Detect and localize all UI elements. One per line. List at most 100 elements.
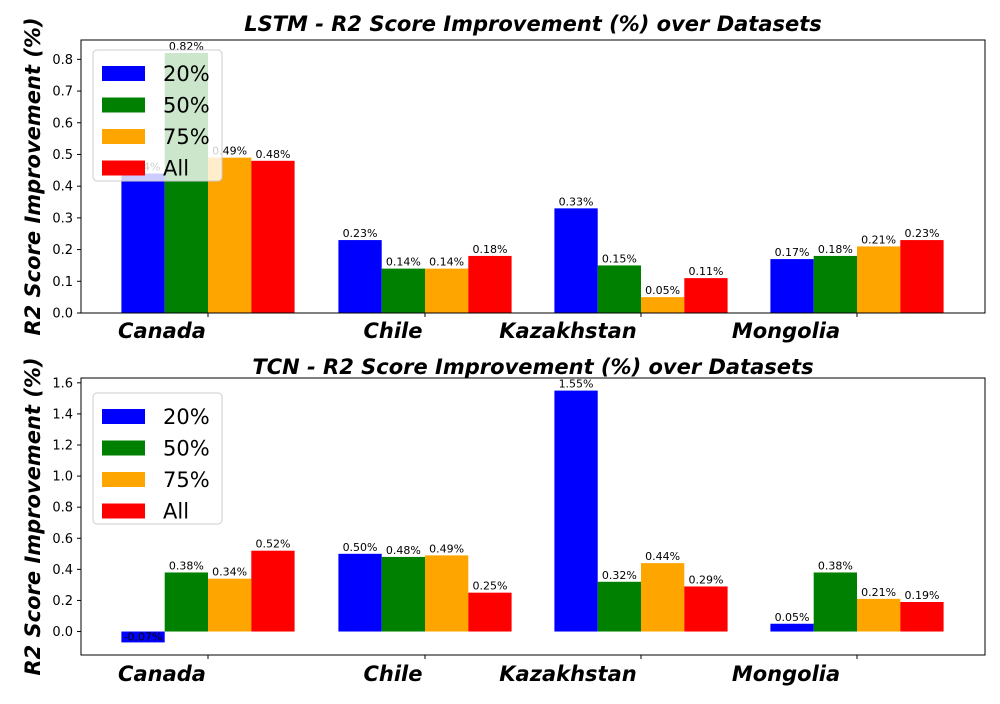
- data-label: 0.34%: [212, 566, 247, 579]
- y-tick-label: 0.6: [52, 532, 73, 547]
- x-category-label: Mongolia: [732, 319, 840, 343]
- data-label: 0.48%: [255, 148, 290, 161]
- x-category-label: Mongolia: [732, 662, 840, 686]
- bar: [857, 598, 901, 632]
- x-category-label: Chile: [363, 662, 422, 686]
- bar: [425, 268, 469, 313]
- legend-box: [92, 392, 223, 525]
- bar: [251, 160, 295, 313]
- bar: [857, 246, 901, 313]
- data-label: 0.48%: [386, 544, 421, 557]
- chart-panel-1: LSTM - R2 Score Improvement (%) over Dat…: [21, 12, 986, 343]
- bar: [813, 572, 857, 632]
- data-label: 0.19%: [904, 589, 939, 602]
- bar: [641, 297, 685, 313]
- data-label: 0.05%: [645, 284, 680, 297]
- bar: [900, 601, 944, 632]
- data-label: 0.21%: [861, 233, 896, 246]
- plot-frame: [80, 377, 986, 656]
- bar: [770, 259, 814, 313]
- legend-label: 75%: [163, 125, 210, 149]
- data-label: 0.15%: [602, 252, 637, 265]
- bar: [381, 268, 425, 313]
- bar: [597, 581, 641, 632]
- legend-label: 50%: [163, 94, 210, 118]
- legend-label: All: [163, 157, 189, 181]
- data-label: 0.14%: [429, 256, 464, 269]
- bar: [208, 578, 252, 632]
- bar: [338, 240, 382, 313]
- legend-label: 20%: [163, 405, 210, 429]
- bar: [121, 631, 165, 643]
- bar: [597, 265, 641, 313]
- legend-swatch: [102, 160, 145, 176]
- y-tick-label: 0.2: [52, 594, 73, 609]
- bar: [684, 278, 728, 313]
- y-axis-label: R2 Score Improvement (%): [21, 17, 45, 335]
- x-category-label: Canada: [118, 662, 206, 686]
- bar: [554, 208, 598, 313]
- x-category-label: Kazakhstan: [499, 662, 636, 686]
- data-label: 0.18%: [472, 243, 507, 256]
- legend-label: All: [163, 500, 189, 524]
- data-label: 0.49%: [429, 542, 464, 555]
- bar: [338, 553, 382, 632]
- x-category-label: Kazakhstan: [499, 319, 636, 343]
- chart-legend: 20% 50% 75% All: [92, 49, 223, 182]
- y-tick-label: 0.0: [52, 625, 73, 640]
- y-tick-label: 1.2: [52, 438, 73, 453]
- chart-title: LSTM - R2 Score Improvement (%) over Dat…: [244, 12, 822, 36]
- data-label: 0.23%: [904, 227, 939, 240]
- y-tick-label: 0.5: [52, 148, 73, 163]
- chart-panel-2: TCN - R2 Score Improvement (%) over Data…: [21, 355, 986, 686]
- y-tick-label: 0.4: [52, 180, 73, 195]
- plot-frame: [80, 39, 986, 314]
- x-category-label: Chile: [363, 319, 422, 343]
- y-tick-label: 0.6: [52, 116, 73, 131]
- data-label: 0.17%: [775, 246, 810, 259]
- bar: [468, 592, 512, 632]
- bar: [208, 157, 252, 313]
- y-tick-label: 0.2: [52, 243, 73, 258]
- legend-swatch: [102, 503, 145, 519]
- chart-legend: 20% 50% 75% All: [92, 392, 223, 525]
- data-label: 0.14%: [386, 256, 421, 269]
- bar: [381, 556, 425, 632]
- y-tick-label: 0.8: [52, 501, 73, 516]
- legend-swatch: [102, 409, 145, 424]
- bar: [425, 555, 469, 632]
- data-label: 0.21%: [861, 586, 896, 599]
- bar: [164, 572, 208, 632]
- legend-swatch: [102, 129, 145, 144]
- y-tick-label: 1.4: [52, 407, 73, 422]
- data-label: 0.33%: [559, 195, 594, 208]
- bar: [554, 390, 598, 632]
- bar: [684, 586, 728, 632]
- data-label: 0.29%: [688, 573, 723, 586]
- data-label: 0.23%: [343, 227, 378, 240]
- legend-swatch: [102, 66, 145, 81]
- legend-box: [92, 49, 223, 182]
- data-label: 0.50%: [343, 541, 378, 554]
- y-tick-label: 0.8: [52, 53, 73, 68]
- y-axis-label: R2 Score Improvement (%): [21, 357, 45, 675]
- legend-swatch: [102, 472, 145, 487]
- bar: [251, 550, 295, 632]
- data-label: 0.25%: [472, 580, 507, 593]
- y-tick-label: 0.7: [52, 85, 73, 100]
- y-tick-label: 0.4: [52, 563, 73, 578]
- data-label: 0.38%: [169, 559, 204, 572]
- x-category-label: Canada: [118, 319, 206, 343]
- data-label: 0.05%: [775, 611, 810, 624]
- bar: [468, 255, 512, 313]
- legend-swatch: [102, 440, 145, 456]
- data-label: 0.52%: [255, 538, 290, 551]
- data-label: 0.44%: [645, 550, 680, 563]
- legend-label: 75%: [163, 468, 210, 492]
- bar: [813, 255, 857, 313]
- bar: [121, 173, 165, 313]
- y-tick-label: 0.0: [52, 307, 73, 322]
- data-label: -0.07%: [124, 630, 163, 643]
